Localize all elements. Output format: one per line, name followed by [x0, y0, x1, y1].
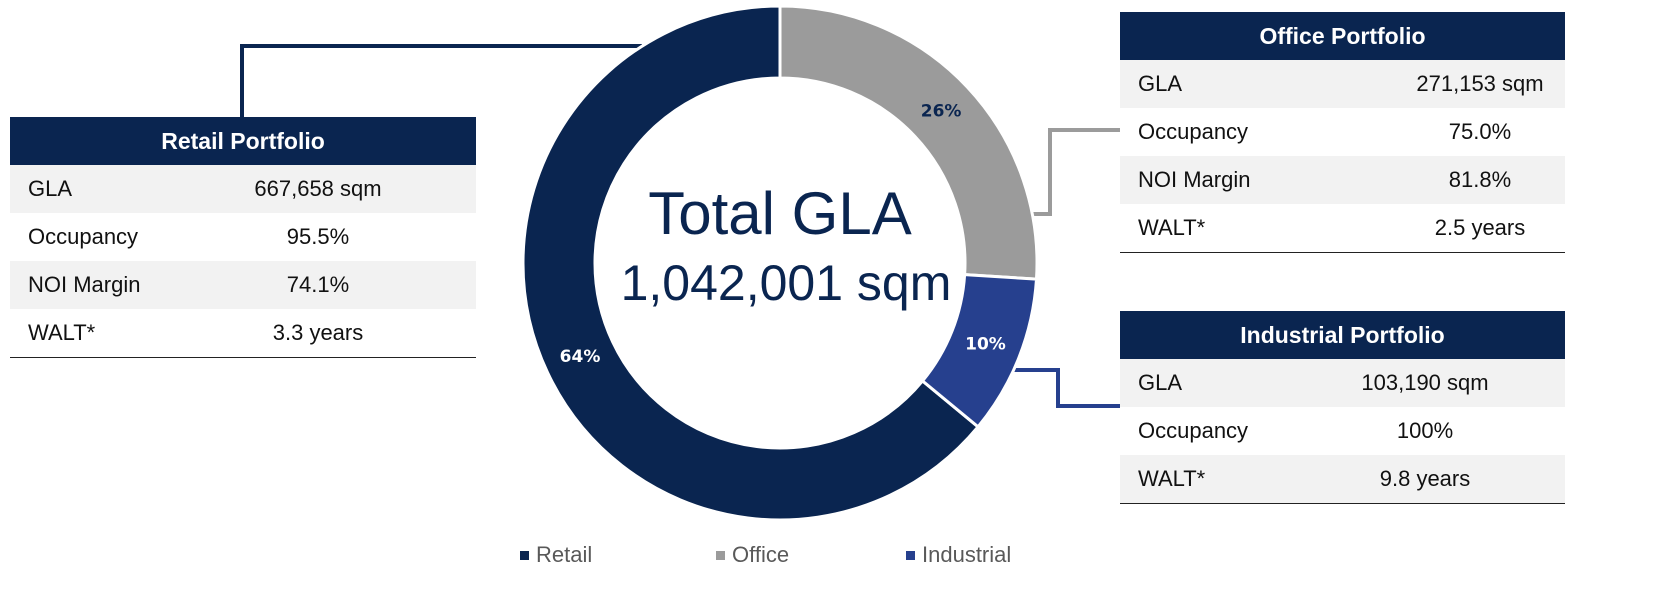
data-label: 64% [560, 347, 601, 367]
row-value: 81.8% [1448, 167, 1512, 192]
legend: Retail Office Industrial [520, 542, 1011, 567]
table-row: Occupancy 95.5% [10, 213, 476, 261]
table-body: GLA 103,190 sqm Occupancy 100% WALT* 9.8 year… [1120, 359, 1565, 503]
data-label: 10% [965, 334, 1006, 354]
table-title: Retail Portfolio [10, 117, 476, 165]
table-row: Occupancy 75.0% [1120, 108, 1565, 156]
table-body: GLA 271,153 sqm Occupancy 75.0% NOI Margin 81… [1120, 60, 1565, 252]
table-row: GLA 667,658 sqm [10, 165, 476, 213]
table-row: NOI Margin 81.8% [1120, 156, 1565, 204]
row-value: 95.5% [286, 224, 350, 249]
table-row: WALT* 9.8 years [1120, 455, 1565, 503]
row-value: 2.5 years [1434, 215, 1526, 240]
row-label: WALT* [1138, 466, 1206, 491]
row-label: WALT* [28, 320, 96, 345]
table-row: GLA 271,153 sqm [1120, 60, 1565, 108]
donut-segment [778, 4, 1039, 281]
table-title: Office Portfolio [1120, 12, 1565, 60]
row-label: GLA [1138, 370, 1183, 395]
donut-segment [920, 273, 1039, 429]
row-label: Occupancy [28, 224, 139, 249]
table-body: GLA 667,658 sqm Occupancy 95.5% NOI Margin 74… [10, 165, 476, 357]
legend-label: Industrial [922, 542, 1011, 567]
center-value: 1,042,001 sqm [621, 255, 952, 311]
portfolio-table: Office Portfolio GLA 271,153 sqm Occupancy 7… [1120, 12, 1565, 253]
row-label: Occupancy [1138, 418, 1249, 443]
row-value: 103,190 sqm [1361, 370, 1489, 395]
row-value: 9.8 years [1379, 466, 1471, 491]
legend-label: Retail [536, 542, 592, 567]
legend-swatch [520, 551, 529, 560]
table-title: Industrial Portfolio [1120, 311, 1565, 359]
legend-swatch [716, 551, 725, 560]
legend-label: Office [732, 542, 789, 567]
connector [240, 44, 642, 117]
portfolio-table: Industrial Portfolio GLA 103,190 sqm Occupa… [1120, 311, 1565, 504]
donut: 64% 26% 10% [521, 4, 1039, 522]
center-title: Total GLA [648, 180, 911, 247]
row-label: NOI Margin [28, 272, 141, 297]
row-value: 75.0% [1448, 119, 1512, 144]
connector [1005, 368, 1120, 408]
donut-segment [521, 4, 981, 522]
row-label: NOI Margin [1138, 167, 1251, 192]
connector [1030, 128, 1120, 216]
row-value: 100% [1396, 418, 1454, 443]
table-row: Occupancy 100% [1120, 407, 1565, 455]
table-row: WALT* 2.5 years [1120, 204, 1565, 252]
table-row: GLA 103,190 sqm [1120, 359, 1565, 407]
row-label: GLA [1138, 71, 1183, 96]
row-label: Occupancy [1138, 119, 1249, 144]
row-label: GLA [28, 176, 73, 201]
row-value: 74.1% [286, 272, 350, 297]
row-value: 271,153 sqm [1416, 71, 1544, 96]
table-row: NOI Margin 74.1% [10, 261, 476, 309]
row-value: 667,658 sqm [254, 176, 382, 201]
table-row: WALT* 3.3 years [10, 309, 476, 357]
legend-swatch [906, 551, 915, 560]
portfolio-table: Retail Portfolio GLA 667,658 sqm Occupancy 9… [10, 117, 476, 358]
data-label: 26% [921, 102, 962, 122]
row-value: 3.3 years [272, 320, 364, 345]
row-label: WALT* [1138, 215, 1206, 240]
